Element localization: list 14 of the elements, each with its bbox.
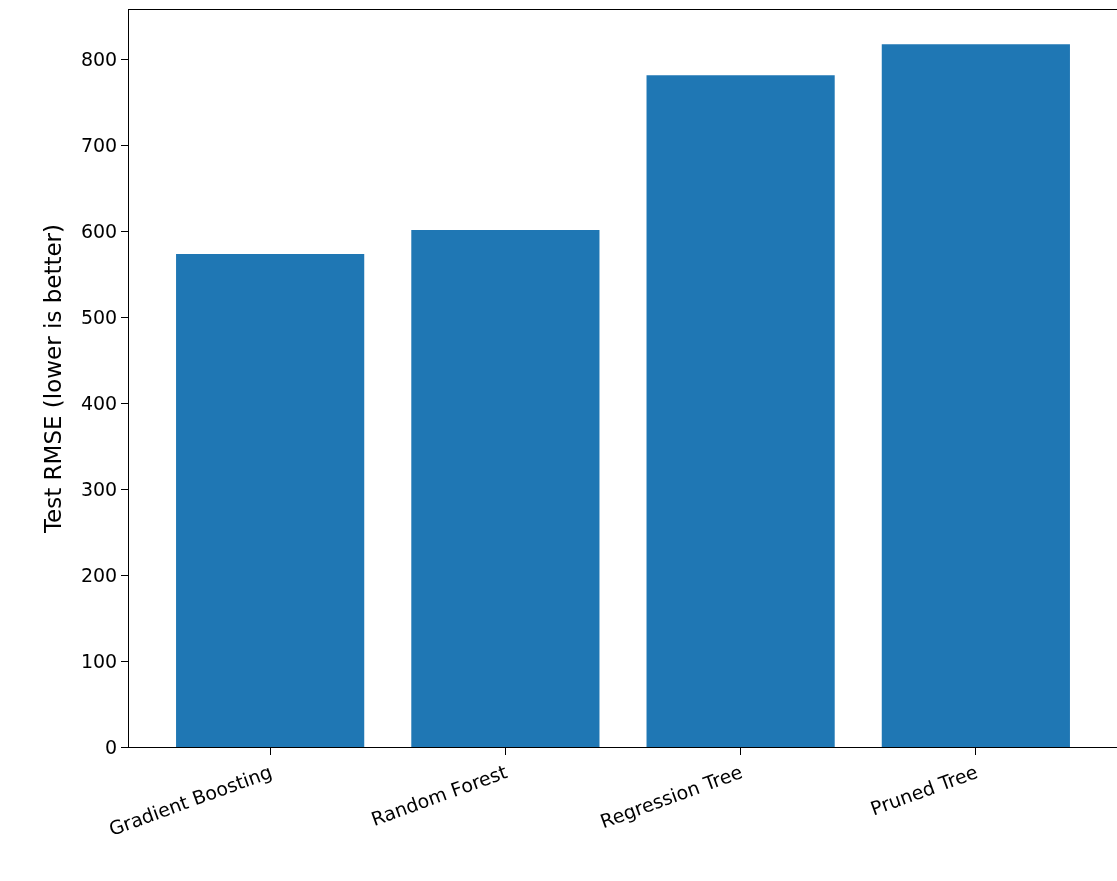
- bar: [646, 75, 835, 747]
- y-tick-label: 300: [80, 477, 118, 500]
- y-tick-label: 100: [80, 649, 118, 672]
- y-axis-title: Test RMSE (lower is better): [40, 223, 67, 535]
- y-tick-label: 200: [80, 563, 118, 586]
- y-tick-label: 400: [80, 392, 118, 415]
- bar: [176, 253, 365, 747]
- y-tick-label: 500: [80, 306, 118, 329]
- y-tick-label: 700: [80, 134, 118, 157]
- bar: [411, 229, 600, 747]
- y-tick-label: 600: [80, 220, 118, 243]
- y-tick-label: 800: [80, 48, 118, 71]
- y-tick-label: 0: [105, 735, 118, 758]
- bar: [881, 44, 1070, 747]
